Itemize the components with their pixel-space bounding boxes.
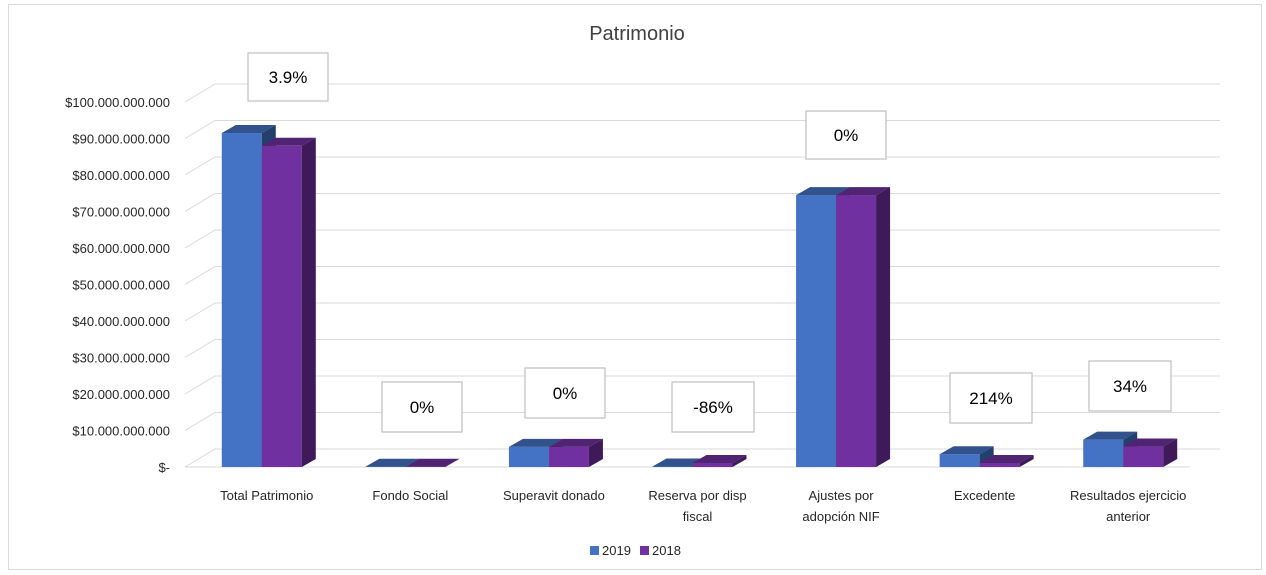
bar-2019-front — [796, 195, 837, 467]
y-tick-label: $70.000.000.000 — [72, 205, 170, 220]
annotation-label: 0% — [410, 398, 435, 417]
legend-swatch — [590, 546, 599, 555]
annotation-label: 0% — [553, 384, 578, 403]
annotation-box — [381, 381, 463, 433]
bar-2019-top — [939, 446, 994, 455]
chart-title: Patrimonio — [589, 23, 685, 45]
gridline — [184, 156, 1220, 176]
x-category-label: Superavit donado — [503, 488, 605, 503]
x-category-label: Resultados ejercicio — [1070, 488, 1186, 503]
annotation-label: 34% — [1113, 377, 1147, 396]
annotation-box — [949, 372, 1033, 424]
bar-2018-front — [548, 446, 589, 467]
bar-2018-top — [692, 454, 747, 463]
bar-2019-top — [508, 438, 563, 447]
x-category-label: Total Patrimonio — [220, 488, 313, 503]
bar-2019-top — [365, 458, 420, 467]
bar-2018-top — [261, 137, 316, 146]
annotation-box — [805, 110, 887, 160]
bar-2018-side — [588, 438, 603, 467]
bar-2019-front — [221, 133, 262, 467]
bar-2019-top — [796, 187, 851, 196]
bar-2018-top — [1123, 438, 1178, 447]
bar-2019-front — [939, 454, 980, 467]
bar-2018-top — [836, 187, 891, 196]
legend-label: 2019 — [602, 543, 631, 558]
bar-2018-front — [692, 462, 733, 467]
y-tick-label: $- — [158, 460, 170, 475]
annotation-box — [671, 381, 755, 433]
y-tick-label: $50.000.000.000 — [72, 278, 170, 293]
bar-2018-front — [261, 145, 302, 468]
annotation-label: 0% — [834, 126, 859, 145]
bar-2019-front — [652, 466, 693, 467]
legend-swatch — [640, 546, 649, 555]
bar-2019-top — [1083, 431, 1138, 440]
chart-frame — [8, 4, 1262, 570]
annotation-label: -86% — [693, 398, 733, 417]
bar-2019-front — [1083, 439, 1124, 467]
bar-2019-front — [508, 446, 549, 467]
bar-2018-side — [1019, 454, 1034, 467]
gridline — [184, 339, 1220, 358]
bar-2018-side — [732, 454, 747, 467]
bar-2019-top — [221, 125, 276, 134]
legend-label: 2018 — [652, 543, 681, 558]
bar-2018-top — [979, 454, 1034, 463]
bar-2018-front — [979, 462, 1020, 467]
annotation-box — [1088, 360, 1172, 412]
gridline — [184, 83, 1220, 103]
bar-2018-front — [836, 195, 877, 467]
y-tick-label: $10.000.000.000 — [72, 424, 170, 439]
bar-2018-front — [1123, 446, 1164, 467]
bar-2018-side — [876, 187, 891, 467]
x-category-label: fiscal — [683, 509, 713, 524]
gridline — [184, 266, 1220, 285]
bar-2018-top — [405, 458, 460, 467]
y-tick-label: $60.000.000.000 — [72, 241, 170, 256]
annotation-box — [524, 367, 606, 419]
y-tick-label: $30.000.000.000 — [72, 351, 170, 366]
bar-2018-side — [301, 137, 316, 468]
bar-2018-top — [548, 438, 603, 447]
annotation-label: 214% — [969, 389, 1012, 408]
gridline — [184, 229, 1220, 249]
x-category-label: Ajustes por — [809, 488, 875, 503]
x-category-label: Reserva por disp — [648, 488, 746, 503]
annotation-label: 3.9% — [269, 68, 308, 87]
bar-2018-side — [1163, 438, 1178, 467]
bar-2018-side — [445, 458, 460, 467]
y-tick-label: $20.000.000.000 — [72, 387, 170, 402]
gridline — [184, 193, 1220, 212]
x-category-label: Fondo Social — [372, 488, 448, 503]
x-category-label: Excedente — [954, 488, 1015, 503]
y-tick-label: $90.000.000.000 — [72, 132, 170, 147]
x-category-label: adopción NIF — [802, 509, 879, 524]
gridline — [184, 302, 1220, 322]
y-tick-label: $80.000.000.000 — [72, 168, 170, 183]
y-tick-label: $100.000.000.000 — [65, 95, 170, 110]
annotation-box — [247, 52, 329, 102]
gridline — [184, 120, 1220, 139]
x-category-label: anterior — [1106, 509, 1151, 524]
y-tick-label: $40.000.000.000 — [72, 314, 170, 329]
